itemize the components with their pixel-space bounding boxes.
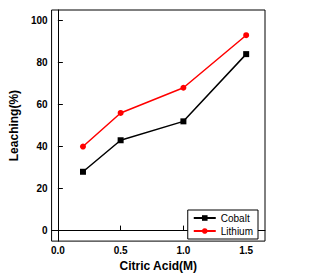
svg-text:20: 20 [36, 183, 48, 194]
svg-text:1.0: 1.0 [176, 245, 190, 256]
svg-text:0.0: 0.0 [51, 245, 65, 256]
svg-text:100: 100 [31, 15, 48, 26]
svg-text:80: 80 [36, 57, 48, 68]
svg-text:40: 40 [36, 141, 48, 152]
svg-text:Cobalt: Cobalt [221, 213, 250, 224]
svg-text:Lithium: Lithium [221, 226, 253, 237]
svg-text:0: 0 [42, 225, 48, 236]
svg-text:Leaching(%): Leaching(%) [7, 90, 21, 161]
svg-text:1.5: 1.5 [239, 245, 253, 256]
svg-text:Citric Acid(M): Citric Acid(M) [120, 259, 198, 273]
svg-text:0.5: 0.5 [114, 245, 128, 256]
svg-text:60: 60 [36, 99, 48, 110]
